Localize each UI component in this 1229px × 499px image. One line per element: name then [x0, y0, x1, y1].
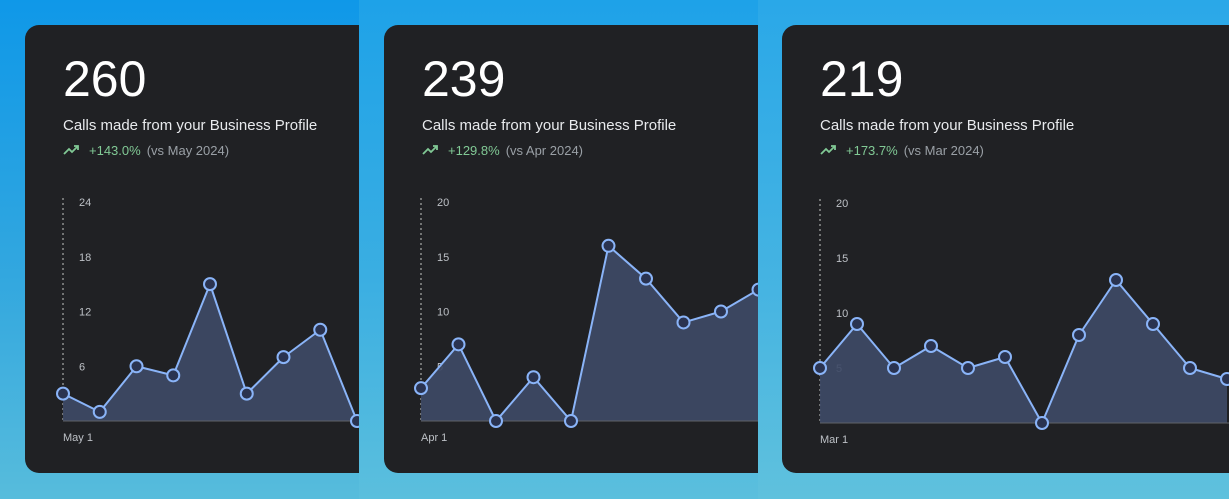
data-point[interactable]: [1183, 361, 1197, 375]
series-area: [421, 245, 758, 421]
metric-label: Calls made from your Business Profile: [422, 117, 677, 134]
data-point[interactable]: [850, 317, 864, 331]
calls-count: 219: [820, 51, 904, 107]
card-viewport: 219 Calls made from your Business Profil…: [758, 0, 1229, 499]
change-row: +143.0% (vs May 2024): [63, 143, 229, 159]
trending-up-icon: [63, 145, 79, 155]
data-point[interactable]: [129, 359, 144, 374]
y-tick-label: 12: [79, 307, 91, 319]
data-point[interactable]: [961, 361, 975, 375]
data-point[interactable]: [714, 304, 728, 319]
data-point[interactable]: [489, 414, 503, 428]
data-point[interactable]: [676, 315, 691, 330]
y-tick-label: 10: [836, 308, 848, 320]
trending-up-icon: [820, 145, 836, 155]
data-point[interactable]: [451, 337, 466, 352]
change-percent: +129.8%: [448, 143, 500, 158]
y-tick-label: 6: [79, 361, 85, 373]
calls-area-chart: 5101520Mar 1: [813, 198, 1229, 446]
series-line: [819, 279, 1228, 424]
data-point[interactable]: [1035, 416, 1049, 430]
y-tick-label: 20: [836, 198, 848, 210]
card-viewport: 260 Calls made from your Business Profil…: [0, 0, 359, 499]
y-tick-label: 18: [79, 252, 91, 264]
calls-card: 219 Calls made from your Business Profil…: [782, 25, 1229, 473]
data-point[interactable]: [1146, 317, 1160, 331]
data-point[interactable]: [813, 361, 827, 375]
calls-count: 260: [63, 51, 147, 107]
data-point[interactable]: [564, 414, 578, 428]
change-row: +129.8% (vs Apr 2024): [422, 143, 583, 159]
data-point[interactable]: [56, 386, 70, 401]
calls-card: 239 Calls made from your Business Profil…: [384, 25, 758, 473]
data-point[interactable]: [601, 238, 616, 253]
series-area: [63, 284, 357, 421]
y-tick-label: 24: [79, 197, 91, 209]
data-point[interactable]: [166, 368, 181, 383]
data-point[interactable]: [276, 350, 291, 365]
data-point[interactable]: [1109, 273, 1123, 287]
y-tick-label: 10: [437, 307, 449, 319]
calls-count: 239: [422, 51, 506, 107]
y-tick-label: 20: [437, 197, 449, 209]
data-point[interactable]: [92, 404, 107, 419]
card-viewport: 239 Calls made from your Business Profil…: [359, 0, 758, 499]
data-point[interactable]: [924, 339, 938, 353]
data-point[interactable]: [887, 361, 901, 375]
data-point[interactable]: [526, 370, 541, 385]
x-start-label: Mar 1: [820, 434, 848, 446]
data-point[interactable]: [751, 282, 759, 297]
change-row: +173.7% (vs Mar 2024): [820, 143, 984, 159]
data-point[interactable]: [350, 414, 359, 428]
data-point[interactable]: [203, 277, 217, 292]
change-percent: +143.0%: [89, 143, 141, 158]
calls-area-chart: 6 12 18 24 May 1: [56, 197, 359, 444]
calls-card: 260 Calls made from your Business Profil…: [25, 25, 359, 473]
x-start-label: Apr 1: [421, 432, 447, 444]
data-point[interactable]: [1220, 372, 1229, 386]
comparison-label: (vs Apr 2024): [505, 143, 584, 158]
data-point[interactable]: [998, 350, 1012, 364]
comparison-label: (vs May 2024): [146, 143, 230, 158]
data-point[interactable]: [239, 386, 254, 401]
data-point[interactable]: [1072, 328, 1086, 342]
data-point[interactable]: [414, 381, 428, 396]
change-percent: +173.7%: [846, 143, 898, 158]
calls-area-chart: 5101520Apr 1: [414, 197, 759, 444]
series-area: [820, 280, 1227, 423]
trending-up-icon: [422, 145, 438, 155]
x-start-label: May 1: [63, 432, 93, 444]
metric-label: Calls made from your Business Profile: [63, 117, 318, 134]
metric-label: Calls made from your Business Profile: [820, 117, 1075, 134]
comparison-label: (vs Mar 2024): [903, 143, 984, 158]
y-tick-label: 15: [836, 253, 848, 265]
data-point[interactable]: [639, 271, 653, 286]
data-point[interactable]: [313, 322, 328, 337]
y-tick-label: 15: [437, 252, 449, 264]
